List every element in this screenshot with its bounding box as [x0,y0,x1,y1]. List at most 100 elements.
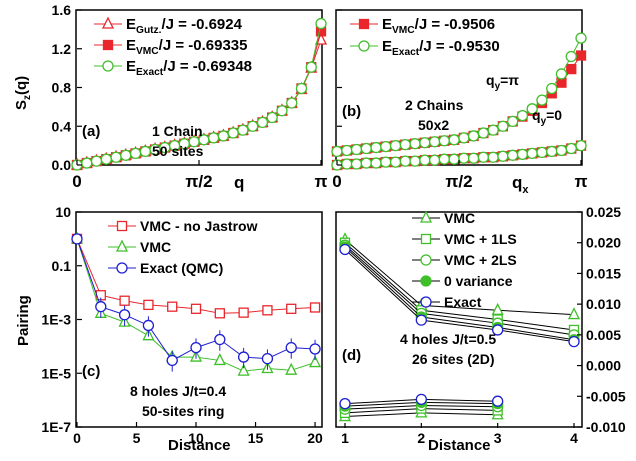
data-point [120,149,132,161]
data-point [142,319,155,332]
panel-b-letter: (b) [342,103,361,120]
data-point [565,50,577,63]
panel-d: (d) 4 holes J/t=0.5 26 sites (2D) Distan… [335,204,626,454]
legend-label: EVMC/J = -0.9506 [382,16,495,36]
y-tick-label: 1.6 [52,2,72,18]
data-point [309,343,321,355]
data-point [370,141,382,154]
data-point [339,398,351,410]
x-tick-label: 10 [188,430,204,446]
y-tick-label: 1.2 [52,41,72,57]
panel-d-annotation-2: 26 sites (2D) [412,351,494,367]
svg-text:Sz(q): Sz(q) [13,76,33,110]
data-point [448,134,460,146]
data-point [110,151,122,163]
y-tick-label: -0.010 [586,419,626,435]
panel-b-ticks: 0 π/2 π [332,9,588,191]
data-point [438,153,450,165]
panel-c-annotation-1: 8 holes J/t=0.4 [130,383,226,399]
legend-label: Exact [444,294,482,310]
data-point [237,124,249,136]
data-point [129,147,142,160]
data-point [295,82,308,95]
panel-c: (c) 8 holes J/t=0.4 50-sites ring Distan… [15,204,323,454]
data-point [213,352,226,366]
data-point [285,362,298,375]
data-point [81,157,93,169]
data-point [536,146,548,159]
y-tick-label: 1E-3 [41,312,71,328]
x-tick-label: 4 [570,430,578,446]
series-line-4-0 [344,249,575,343]
series-line-3-0 [344,246,575,341]
panel-d-ticks: 1 2 3 4 -0.010 -0.005 0.000 0.005 0.010 0.015 0.02… [341,204,626,446]
data-point [262,305,273,316]
x-tick-label: 0 [73,430,81,446]
data-point [566,63,577,75]
data-point [237,363,250,376]
panel-c-letter: (c) [82,363,100,380]
panel-b-annotation-1: 2 Chains [405,97,464,113]
data-point [516,148,529,160]
data-point [370,157,382,169]
data-point [419,137,431,149]
data-point [575,139,587,152]
data-point [190,303,202,314]
legend-label: EGutz./J = -0.6924 [126,16,243,36]
data-point [467,152,480,164]
data-point [350,158,363,170]
panel-c-xlabel: Distance [168,437,231,454]
legend-label: VMC [444,210,475,226]
legend-label: EExact/J = -0.69348 [126,58,252,78]
data-point [286,303,297,314]
legend-label: VMC + 1LS [444,231,517,247]
panel-c-frame [75,211,323,428]
data-point [467,130,480,142]
data-point [247,120,259,132]
data-point [497,120,509,132]
legend-marker [420,275,432,287]
data-point [90,155,103,167]
data-point [492,324,504,336]
data-point [492,395,504,407]
data-point [415,314,427,326]
panel-b-annotation-2: 50x2 [418,117,449,133]
data-point [389,139,402,152]
panel-a-annotation-1: 1 Chain [152,123,203,139]
data-point [261,352,274,365]
data-point [555,68,568,80]
panel-d-annotation-1: 4 holes J/t=0.5 [400,331,496,347]
series-line-1-0 [344,242,575,331]
y-tick-label: 0.4 [52,118,72,134]
x-tick-label: π [574,172,587,191]
panel-a-ticks: 0 π/2 π 0.0 0.4 0.8 1.2 1.6 [52,2,328,191]
y-tick-label: 1E-7 [41,419,71,435]
legend-marker [420,296,432,308]
y-tick-label: 0.015 [586,265,621,281]
data-point [575,50,587,61]
legend-marker [420,233,432,245]
data-point [305,61,317,73]
data-point [415,393,427,406]
data-point [399,155,411,167]
data-point [419,154,431,166]
data-point [477,127,490,139]
y-tick-label: -0.005 [586,388,626,404]
panel-b-xlabel: qx [512,173,529,196]
series-line-0-0 [344,239,575,316]
x-tick-label: π/2 [185,172,212,191]
data-point [237,351,250,363]
data-point [166,354,178,367]
panel-b-curve-label-zero: qy=0 [532,107,562,127]
svg-text:qx: qx [512,173,529,196]
data-point [546,145,558,158]
panel-b-plot [331,32,587,171]
data-point [409,138,421,150]
data-point [555,144,568,157]
panel-c-plot [70,231,322,376]
panel-a-letter: (a) [82,123,100,140]
panel-c-ylabel: Pairing [15,295,32,346]
data-point [227,127,239,139]
data-point [438,135,450,147]
